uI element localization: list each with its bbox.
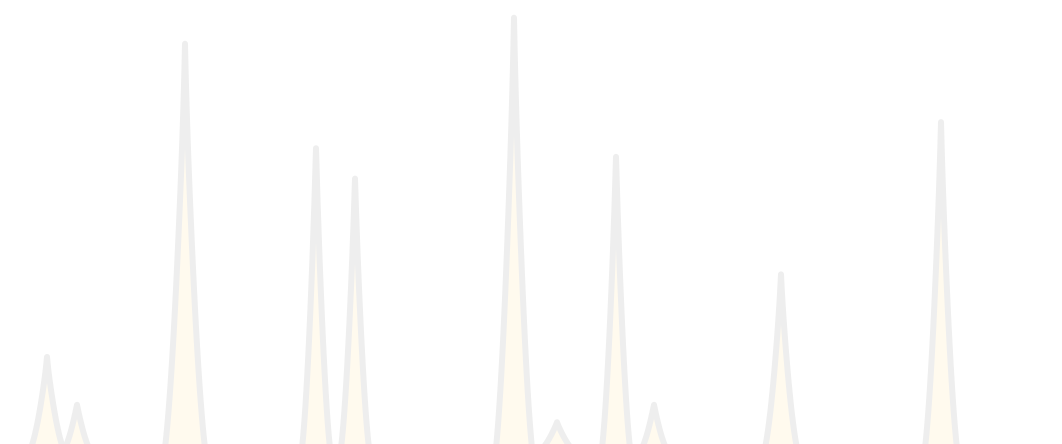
spike-5	[338, 175, 372, 444]
spike-6	[493, 14, 535, 444]
spike-2	[63, 401, 91, 444]
spike-1	[29, 354, 65, 444]
spike-8	[599, 153, 633, 444]
spike-10	[762, 271, 800, 444]
spike-4	[299, 145, 333, 444]
spike-7	[542, 419, 572, 444]
spike-9	[640, 401, 668, 444]
spike-11	[922, 119, 960, 444]
spike-3	[162, 40, 208, 444]
